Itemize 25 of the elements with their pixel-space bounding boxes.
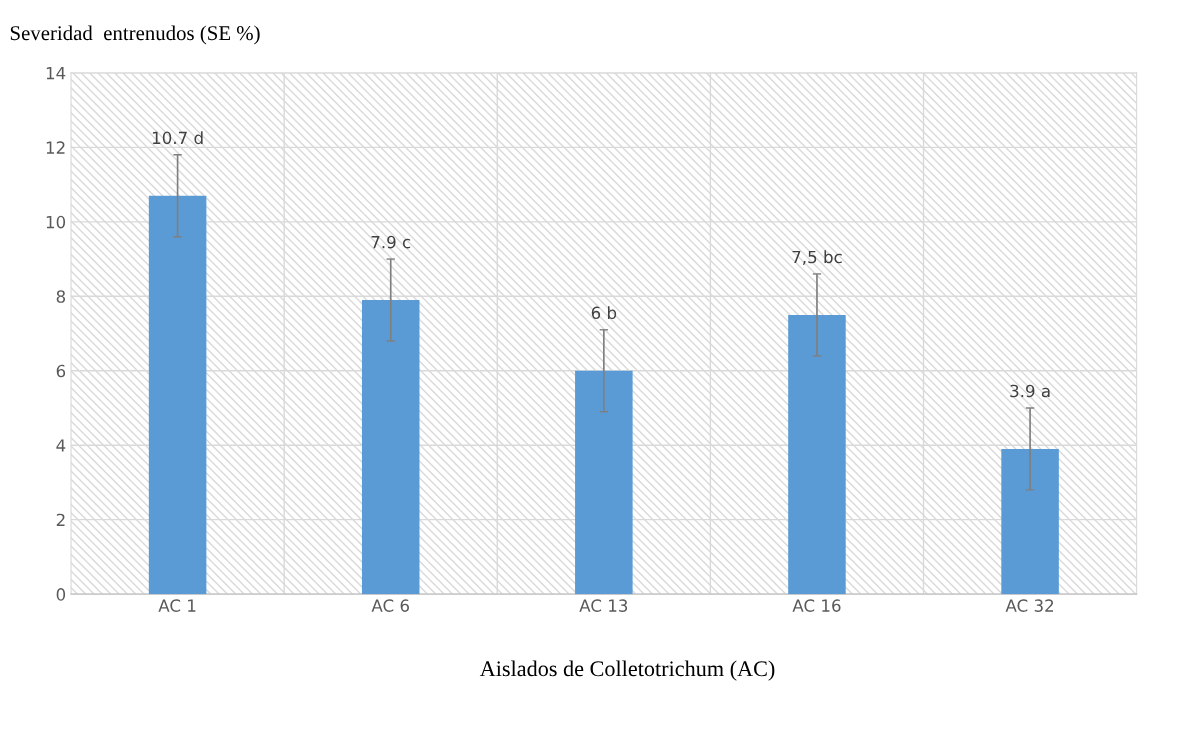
x-tick-label: AC 1	[158, 599, 196, 612]
y-tick-label: 0	[56, 588, 66, 601]
data-label: 3.9 a	[1010, 384, 1050, 398]
y-tick-label: 4	[56, 439, 66, 452]
data-label: 6 b	[591, 306, 617, 320]
bar	[1001, 448, 1059, 595]
bar	[361, 300, 420, 595]
y-tick-label: 8	[56, 290, 66, 303]
x-axis-title: Aislados de Colletotrichum (AC)	[479, 660, 775, 681]
y-tick-label: 14	[46, 67, 66, 80]
x-tick-label: AC 32	[1005, 599, 1054, 612]
x-tick-label: AC 16	[792, 599, 841, 612]
data-label: 10.7 d	[152, 131, 203, 145]
x-tick-label: AC 13	[579, 599, 628, 612]
data-label: 7.9 c	[371, 235, 411, 249]
y-tick-label: 6	[56, 364, 66, 378]
y-axis-title: Severidad entrenudos (SE %)	[10, 25, 260, 45]
bar	[148, 195, 207, 595]
data-label: 7,5 bc	[792, 250, 842, 265]
y-tick-label: 10	[46, 215, 66, 229]
y-tick-label: 2	[56, 513, 65, 526]
bar	[575, 370, 633, 595]
bar	[788, 314, 846, 595]
y-tick-label: 12	[46, 141, 65, 154]
x-tick-label: AC 6	[371, 599, 409, 612]
